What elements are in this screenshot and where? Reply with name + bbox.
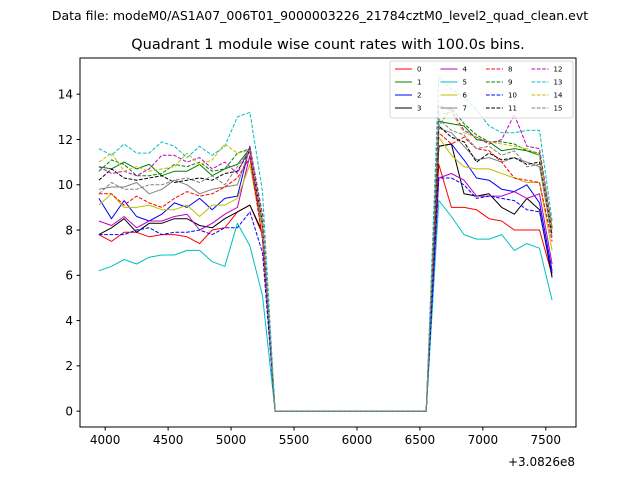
y-tick-label: 6 — [65, 269, 73, 283]
x-tick-label: 6000 — [342, 433, 373, 447]
y-tick-label: 0 — [65, 404, 73, 418]
x-axis: 4000 4500 5000 5500 6000 6500 7000 7500 — [90, 427, 561, 447]
x-tick-label: 5500 — [279, 433, 310, 447]
y-tick-label: 2 — [65, 359, 73, 373]
legend-label-6: 6 — [463, 92, 468, 100]
legend-label-11: 11 — [508, 105, 517, 113]
x-tick-label: 5000 — [216, 433, 247, 447]
y-tick-label: 8 — [65, 223, 73, 237]
y-axis: 0 2 4 6 8 10 12 14 — [58, 88, 80, 418]
legend-label-9: 9 — [508, 79, 512, 87]
plot-area: 4000 4500 5000 5500 6000 6500 7000 750002468101… — [58, 57, 577, 447]
x-tick-label: 4500 — [153, 433, 184, 447]
legend-label-4: 4 — [463, 66, 468, 74]
legend-frame — [389, 60, 574, 119]
legend-label-15: 15 — [554, 105, 563, 113]
legend-label-5: 5 — [463, 79, 467, 87]
x-tick-label: 4000 — [90, 433, 121, 447]
legend-label-2: 2 — [417, 92, 421, 100]
series-line-12 — [98, 105, 553, 412]
legend-label-12: 12 — [554, 66, 563, 74]
series-lines — [98, 75, 553, 412]
legend-label-7: 7 — [463, 105, 467, 113]
y-tick-label: 14 — [58, 88, 73, 102]
legend-label-0: 0 — [417, 66, 421, 74]
y-tick-label: 4 — [65, 314, 73, 328]
y-tick-label: 10 — [58, 178, 73, 192]
figure-suptitle: Data file: modeM0/AS1A07_006T01_90000032… — [52, 8, 588, 23]
x-tick-label: 7500 — [531, 433, 562, 447]
x-tick-label: 6500 — [405, 433, 436, 447]
legend-label-14: 14 — [554, 92, 563, 100]
chart-title: Quadrant 1 module wise count rates with … — [131, 37, 525, 53]
series-line-15 — [98, 118, 553, 412]
y-tick-label: 12 — [58, 133, 73, 147]
legend-label-1: 1 — [417, 79, 421, 87]
series-line-11 — [98, 125, 553, 412]
axes-frame — [79, 57, 577, 428]
legend-label-10: 10 — [508, 92, 517, 100]
x-offset-label: +3.0826e8 — [508, 455, 575, 469]
x-tick-label: 7000 — [468, 433, 499, 447]
legend-label-8: 8 — [508, 66, 512, 74]
legend-label-13: 13 — [554, 79, 563, 87]
legend-label-3: 3 — [417, 105, 421, 113]
